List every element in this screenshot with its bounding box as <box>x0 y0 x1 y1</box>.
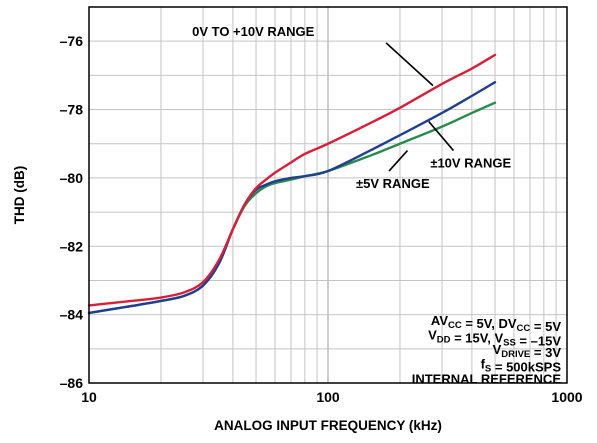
condition-line: VDD = 15V, VSS = –15V <box>428 327 561 348</box>
y-tick-label: –80 <box>60 170 84 186</box>
series-0v-to-10v-range-line <box>87 53 497 307</box>
condition-line: VDRIVE = 3V <box>493 342 562 360</box>
x-tick-label: 100 <box>316 389 340 405</box>
series-lines <box>87 53 497 315</box>
leader-line-pm5v <box>388 150 409 172</box>
x-axis-title: ANALOG INPUT FREQUENCY (kHz) <box>214 418 442 433</box>
annotation-pm5v-range: ±5V RANGE <box>356 176 430 191</box>
y-tick-label: –86 <box>60 375 84 391</box>
y-tick-label: –78 <box>60 102 84 118</box>
y-axis-title: THD (dB) <box>12 166 27 224</box>
annotation-leaders <box>385 42 455 172</box>
tick-labels: –86 –84 –82 –80 –78 –76 10 100 1000 <box>60 33 583 405</box>
leader-line-pm10v <box>428 120 455 152</box>
series-pm10v-range-line <box>87 81 497 315</box>
annotation-pm10v-range: ±10V RANGE <box>430 156 511 171</box>
condition-line: fS = 500kSPS <box>481 357 562 375</box>
condition-line: AVCC = 5V, DVCC = 5V <box>431 313 561 334</box>
y-tick-label: –84 <box>60 307 84 323</box>
leader-line-0v-to-10v <box>385 42 434 87</box>
plot-frame <box>88 6 568 384</box>
condition-line: INTERNAL REFERENCE <box>412 371 562 386</box>
x-tick-label: 1000 <box>551 389 582 405</box>
series-pm5v-range-line <box>87 101 497 315</box>
x-tick-label: 10 <box>81 389 97 405</box>
y-tick-label: –76 <box>60 33 84 49</box>
y-tick-label: –82 <box>60 238 84 254</box>
annotation-0v-to-10v-range: 0V TO +10V RANGE <box>192 24 315 39</box>
